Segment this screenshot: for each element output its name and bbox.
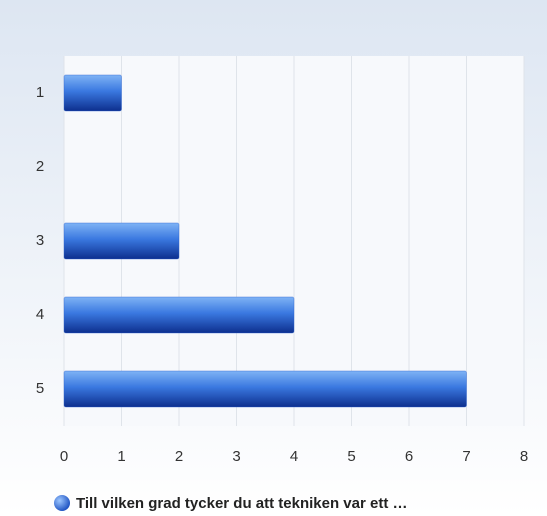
x-tick-label: 3 <box>232 448 240 465</box>
x-tick-label: 8 <box>520 448 528 465</box>
x-tick-label: 6 <box>405 448 413 465</box>
bar <box>63 370 467 408</box>
bar <box>63 222 180 260</box>
x-tick-label: 5 <box>347 448 355 465</box>
y-tick-label: 5 <box>36 380 44 397</box>
x-tick-label: 4 <box>290 448 298 465</box>
x-tick-label: 0 <box>60 448 68 465</box>
legend-marker <box>54 495 70 511</box>
x-tick-label: 1 <box>117 448 125 465</box>
y-tick-label: 4 <box>36 306 44 323</box>
y-tick-label: 2 <box>36 158 44 175</box>
y-tick-label: 3 <box>36 232 44 249</box>
x-tick-label: 7 <box>462 448 470 465</box>
x-tick-label: 2 <box>175 448 183 465</box>
legend-label: Till vilken grad tycker du att tekniken … <box>76 495 408 512</box>
bar <box>63 296 295 334</box>
y-tick-label: 1 <box>36 84 44 101</box>
bar <box>63 74 122 112</box>
